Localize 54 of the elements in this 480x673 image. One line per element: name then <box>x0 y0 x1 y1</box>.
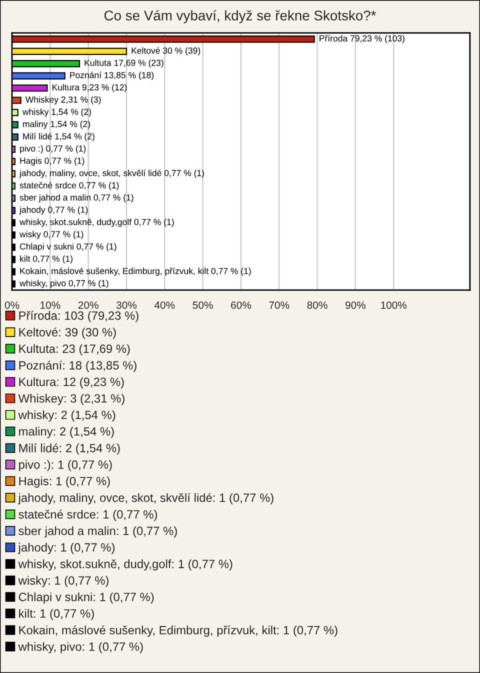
category-label: jahody, maliny, ovce, skot, skvělí lidé 0,77 % (1) <box>19 170 204 178</box>
x-tick-label: 70% <box>269 301 290 309</box>
legend-label: Chlapi v sukni: 1 (0,77 %) <box>18 592 154 604</box>
x-tick-label: 60% <box>231 301 252 309</box>
legend-label: whisky: 2 (1,54 %) <box>18 410 116 422</box>
category-label: Kultuta 17,69 % (23) <box>84 60 164 68</box>
category-label: pivo :) 0,77 % (1) <box>20 145 86 154</box>
category-label: whisky, pivo 0,77 % (1) <box>20 280 108 288</box>
legend-label: jahody: 1 (0,77 %) <box>18 542 114 554</box>
legend-label: Příroda: 103 (79,23 %) <box>19 310 138 322</box>
legend-label: Poznání: 18 (13,85 %) <box>19 360 136 372</box>
legend-label: Hagis: 1 (0,77 %) <box>19 476 110 488</box>
legend-label: sber jahod a malin: 1 (0,77 %) <box>18 526 177 538</box>
x-tick-label: 0% <box>4 301 20 309</box>
x-tick-label: 40% <box>154 301 175 309</box>
legend-label: Whiskey: 3 (2,31 %) <box>18 394 124 406</box>
category-label: Keltové 30 % (39) <box>132 47 200 56</box>
category-label: kilt 0,77 % (1) <box>20 255 72 264</box>
legend-label: whisky, pivo: 1 (0,77 %) <box>18 642 143 654</box>
chart-title: Co se Vám vybaví, když se řekne Skotsko?* <box>104 10 376 24</box>
category-label: whisky, skot.sukně, dudy,golf 0,77 % (1) <box>20 218 174 227</box>
x-tick-label: 30% <box>116 301 137 309</box>
legend-label: wisky: 1 (0,77 %) <box>18 576 108 588</box>
category-label: Chlapi v sukni 0,77 % (1) <box>20 243 116 252</box>
category-label: whisky 1,54 % (2) <box>22 108 91 117</box>
legend-label: statečné srdce: 1 (0,77 %) <box>18 510 157 521</box>
legend-label: maliny: 2 (1,54 %) <box>19 426 114 438</box>
x-tick-label: 50% <box>192 301 213 309</box>
legend-label: Kultura: 12 (9,23 %) <box>19 377 124 388</box>
category-label: Kokain, máslové sušenky, Edimburg, přízvuk, kilt 0,77 % (1) <box>20 268 251 276</box>
legend-label: Kokain, máslové sušenky, Edimburg, přízvuk, kilt: 1 (0,77 %) <box>19 625 338 637</box>
x-tick-label: 100% <box>381 301 407 309</box>
category-label: sber jahod a malin 0,77 % (1) <box>20 194 134 202</box>
category-label: Milí lidé 1,54 % (2) <box>23 132 94 142</box>
x-tick-label: 20% <box>78 301 98 309</box>
legend-label: whisky, skot.sukně, dudy,golf: 1 (0,77 %) <box>18 559 232 571</box>
x-tick-label: 90% <box>346 301 366 309</box>
category-label: maliny 1,54 % (2) <box>23 120 90 129</box>
category-label: jahody 0,77 % (1) <box>19 206 88 215</box>
x-tick-label: 80% <box>307 301 328 309</box>
category-label: statečné srdce 0,77 % (1) <box>20 182 119 190</box>
category-label: wisky 0,77 % (1) <box>20 230 84 240</box>
category-label: Whiskey 2,31 % (3) <box>25 96 101 104</box>
legend-label: Milí lidé: 2 (1,54 %) <box>19 443 120 455</box>
category-label: Hagis 0,77 % (1) <box>20 157 84 166</box>
legend-label: Keltové: 39 (30 %) <box>19 328 116 339</box>
x-tick-label: 10% <box>40 301 60 309</box>
legend-label: Kultuta: 23 (17,69 %) <box>19 344 130 356</box>
legend-label: kilt: 1 (0,77 %) <box>19 608 94 620</box>
legend-label: pivo :): 1 (0,77 %) <box>19 460 112 472</box>
category-label: Kultura 9,23 % (12) <box>52 84 127 92</box>
category-label: Poznání 13,85 % (18) <box>70 72 154 80</box>
legend-label: jahody, maliny, ovce, skot, skvělí lidé: 1 (0,77 %) <box>18 493 274 504</box>
category-label: Příroda 79,23 % (103) <box>320 34 404 44</box>
